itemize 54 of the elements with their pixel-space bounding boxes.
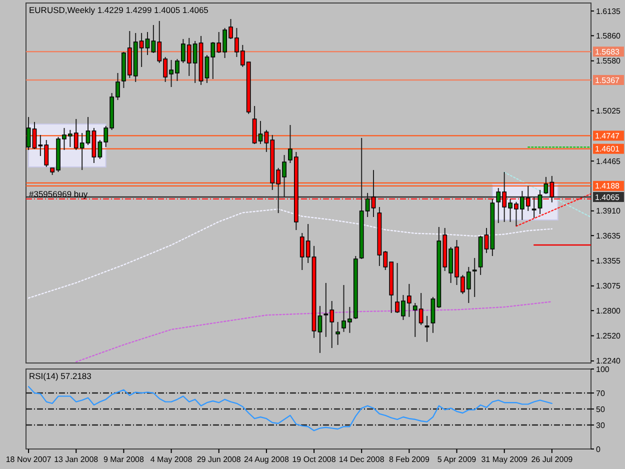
x-tick-label: 8 Feb 2009 — [388, 455, 430, 464]
x-tick-label: 18 Nov 2007 — [6, 455, 52, 464]
x-tick-label: 26 Jul 2009 — [531, 455, 574, 464]
y-tick-label: 100 — [596, 364, 610, 374]
candlestick — [318, 305, 322, 354]
line-series — [28, 386, 553, 432]
candlestick — [532, 196, 536, 218]
x-tick-label: 13 Jan 2008 — [54, 455, 99, 464]
x-tick-label: 4 May 2008 — [150, 455, 193, 464]
x-tick-label: 19 Oct 2008 — [292, 455, 336, 464]
ref-line-label: 1.4601 — [595, 144, 620, 154]
y-tick-label: 1.2800 — [596, 306, 622, 316]
candlestick — [484, 227, 489, 254]
y-tick-label: 1.5580 — [596, 56, 622, 66]
line-series — [76, 301, 553, 362]
y-tick-label: 1.2520 — [596, 332, 622, 341]
candlestick — [252, 105, 257, 144]
y-tick-label: 1.5025 — [596, 106, 622, 116]
candlestick — [371, 170, 376, 218]
ref-line-label: 1.5367 — [595, 76, 620, 85]
chart-title: EURUSD,Weekly 1.4229 1.4299 1.4005 1.4065 — [29, 5, 209, 15]
x-tick-label: 31 May 2009 — [481, 455, 528, 464]
x-tick-label: 29 Jun 2008 — [196, 455, 242, 464]
ref-line-label: 1.4065 — [595, 192, 620, 202]
y-tick-label: 1.4465 — [596, 156, 622, 166]
chart-title: RSI(14) 57.2183 — [29, 371, 92, 381]
candlestick — [26, 116, 31, 150]
x-tick-label: 5 Apr 2009 — [437, 455, 477, 464]
candlestick — [538, 189, 542, 215]
candlestick — [472, 257, 477, 298]
y-tick-label: 0 — [596, 444, 601, 454]
candlestick — [258, 120, 263, 144]
candlestick — [424, 315, 430, 342]
candlestick — [32, 121, 37, 150]
y-tick-label: 50 — [596, 404, 606, 414]
y-tick-label: 1.2240 — [596, 356, 622, 366]
x-tick-label: 9 Mar 2008 — [103, 455, 144, 464]
ref-line-label: 1.5683 — [595, 47, 620, 56]
y-tick-label: 1.5860 — [596, 32, 622, 41]
candlestick — [145, 32, 150, 56]
ref-line-label: #35956969 buy — [29, 188, 88, 199]
y-tick-label: 30 — [596, 420, 606, 430]
x-tick-label: 14 Dec 2008 — [338, 455, 385, 464]
y-tick-label: 1.3635 — [596, 231, 622, 240]
y-tick-label: 1.3075 — [596, 282, 622, 291]
ref-line-label: 1.4747 — [595, 132, 620, 140]
line-series — [28, 208, 553, 299]
y-tick-label: 70 — [596, 388, 606, 398]
ref-line-label: 1.4188 — [595, 182, 620, 191]
candlestick — [336, 321, 340, 346]
y-tick-label: 1.3355 — [596, 256, 622, 266]
x-tick-label: 24 Aug 2008 — [244, 455, 290, 464]
y-tick-label: 1.3910 — [596, 206, 622, 216]
y-tick-label: 1.6135 — [596, 6, 622, 16]
